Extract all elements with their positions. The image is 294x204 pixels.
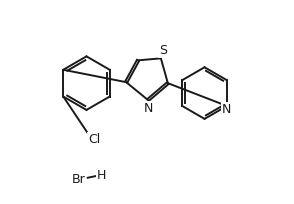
- Text: H: H: [97, 169, 106, 182]
- Text: S: S: [159, 44, 167, 57]
- Text: N: N: [222, 103, 231, 116]
- Text: N: N: [143, 102, 153, 115]
- Text: Cl: Cl: [88, 133, 100, 146]
- Text: Br: Br: [72, 173, 86, 186]
